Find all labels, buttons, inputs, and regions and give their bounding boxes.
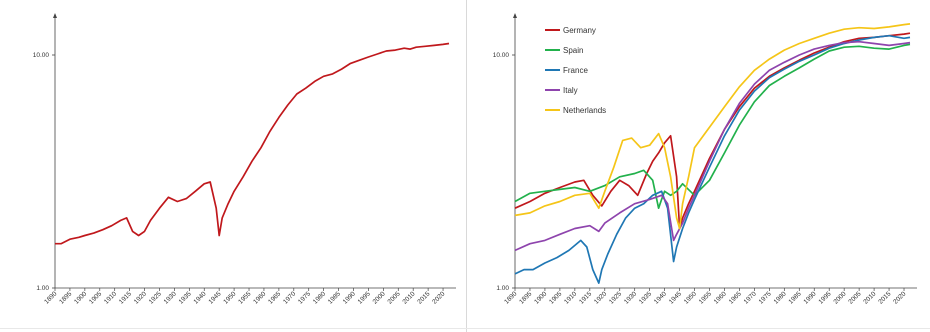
x-tick-label: 2010 — [401, 290, 416, 305]
x-tick-label: 2015 — [416, 290, 431, 305]
x-tick-label: 1895 — [518, 290, 533, 305]
x-tick-label: 1990 — [802, 290, 817, 305]
x-tick-label: 1910 — [103, 290, 118, 305]
y-tick-label: 10.00 — [493, 52, 510, 59]
chart-panel-left: 1.00 10.00 1890 1895 1900 1905 1910 1915 1920 192… — [33, 13, 456, 306]
x-tick-label: 2000 — [372, 290, 387, 305]
x-tick-label: 1950 — [683, 290, 698, 305]
x-tick-label: 1945 — [668, 290, 683, 305]
x-tick-label: 1995 — [817, 290, 832, 305]
x-tick-label: 1980 — [773, 290, 788, 305]
x-tick-label: 1915 — [118, 290, 133, 305]
x-tick-label: 1925 — [148, 290, 163, 305]
x-tick-label: 1905 — [88, 290, 103, 305]
x-tick-label: 1955 — [237, 290, 252, 305]
x-tick-label: 1940 — [192, 290, 207, 305]
y-tick-label: 1.00 — [36, 285, 49, 292]
legend-label-netherlands: Netherlands — [563, 106, 606, 115]
x-tick-label: 1900 — [533, 290, 548, 305]
x-tick-label: 1965 — [728, 290, 743, 305]
series-line-spain — [514, 43, 911, 210]
x-tick-label: 1960 — [713, 290, 728, 305]
x-tick-label: 1900 — [73, 290, 88, 305]
x-tick-label: 1975 — [758, 290, 773, 305]
series-line-france — [514, 34, 911, 284]
panel-divider — [466, 0, 467, 332]
x-tick-label: 1895 — [58, 290, 73, 305]
x-tick-label: 1920 — [133, 290, 148, 305]
x-tick-label: 1915 — [578, 290, 593, 305]
line-chart-left: 1.00 10.00 1890 1895 1900 1905 1910 1915 1920 192… — [33, 13, 456, 306]
line-chart-right: 1.00 10.00 1890 1895 1900 1905 1910 1915 1920 192… — [493, 13, 917, 306]
y-tick-label: 1.00 — [496, 285, 509, 292]
x-tick-label: 1920 — [593, 290, 608, 305]
x-tick-label: 1975 — [297, 290, 312, 305]
series-line-italy — [514, 40, 911, 252]
x-tick-label: 1970 — [282, 290, 297, 305]
y-tick-label: 10.00 — [33, 52, 50, 59]
x-tick-label: 2005 — [847, 290, 862, 305]
x-tick-label: 1925 — [608, 290, 623, 305]
x-tick-label: 1945 — [207, 290, 222, 305]
series-line-netherlands — [514, 23, 911, 230]
chart-panel-right: 1.00 10.00 1890 1895 1900 1905 1910 1915 1920 192… — [470, 0, 930, 332]
x-tick-label: 2015 — [877, 290, 892, 305]
x-tick-label: 1890 — [43, 290, 58, 305]
x-tick-label: 1935 — [178, 290, 193, 305]
x-tick-label: 1970 — [743, 290, 758, 305]
x-tick-label: 2020 — [892, 290, 907, 305]
series-line-1 — [55, 42, 450, 245]
x-tick-label: 1940 — [653, 290, 668, 305]
series-line-germany — [514, 32, 911, 230]
x-tick-label: 2020 — [431, 290, 446, 305]
x-tick-label: 1980 — [312, 290, 327, 305]
x-tick-label: 1990 — [342, 290, 357, 305]
legend-label-italy: Italy — [563, 86, 578, 95]
x-tick-label: 1955 — [698, 290, 713, 305]
legend-label-germany: Germany — [563, 26, 596, 35]
legend-label-spain: Spain — [563, 46, 583, 55]
x-tick-label: 1985 — [788, 290, 803, 305]
y-axis-arrow-icon — [53, 13, 57, 18]
x-tick-label: 1905 — [548, 290, 563, 305]
x-tick-label: 1890 — [503, 290, 518, 305]
bottom-divider — [0, 328, 930, 329]
x-tick-label: 1935 — [638, 290, 653, 305]
x-tick-label: 1930 — [163, 290, 178, 305]
x-tick-label: 2010 — [862, 290, 877, 305]
x-tick-label: 1960 — [252, 290, 267, 305]
y-axis-arrow-icon — [513, 13, 517, 18]
legend-label-france: France — [563, 66, 588, 75]
x-tick-label: 2000 — [832, 290, 847, 305]
x-tick-label: 1995 — [357, 290, 372, 305]
x-tick-label: 1950 — [222, 290, 237, 305]
x-tick-label: 1985 — [327, 290, 342, 305]
x-tick-label: 2005 — [387, 290, 402, 305]
x-tick-label: 1910 — [563, 290, 578, 305]
x-tick-label: 1965 — [267, 290, 282, 305]
x-tick-label: 1930 — [623, 290, 638, 305]
